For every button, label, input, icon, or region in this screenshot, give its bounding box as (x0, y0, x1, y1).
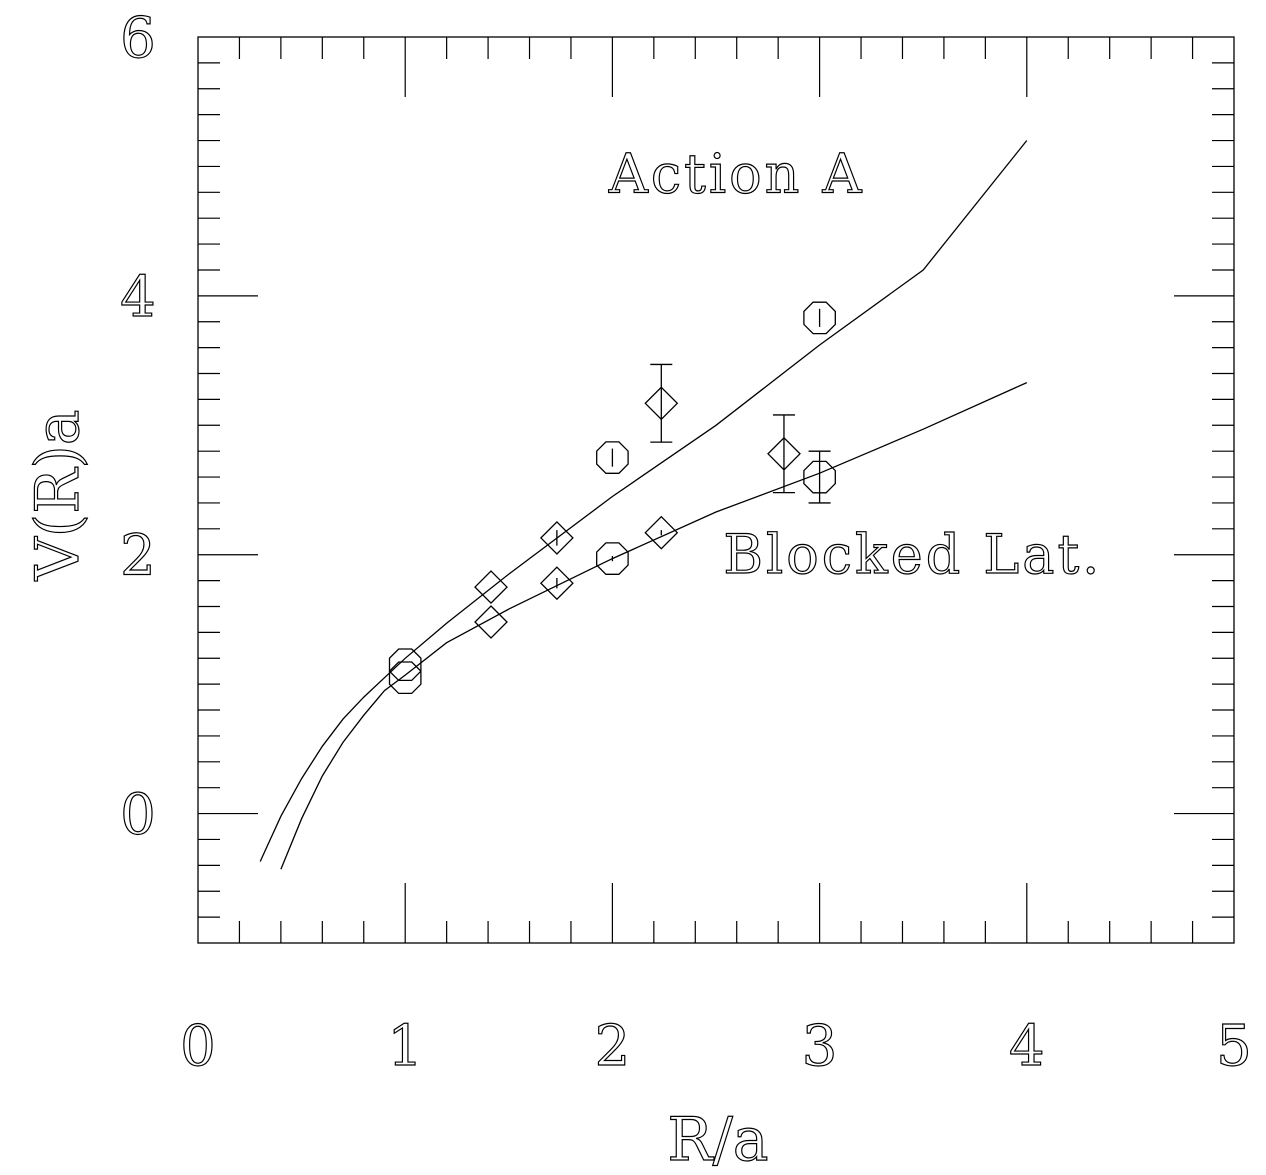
annotations: Action A Blocked Lat. (607, 142, 1102, 587)
fit-curve (280, 382, 1028, 870)
x-tick-label: 4 (1009, 1014, 1045, 1079)
y-tick-label: 6 (120, 6, 156, 71)
diamond-marker (474, 570, 508, 605)
tick-labels: 0 1 2 3 4 5 0 2 4 6 (120, 5, 1253, 1079)
diamond-marker (474, 605, 508, 639)
y-axis-label: V(R)a (23, 409, 93, 581)
x-tick-label: 5 (1216, 1014, 1252, 1079)
diamond-marker (539, 520, 574, 555)
axis-ticks (198, 37, 1234, 943)
octagon-marker (388, 648, 422, 682)
y-tick-label: 0 (120, 783, 156, 848)
plot-frame (197, 36, 1235, 944)
annotation-text: Blocked Lat. (723, 523, 1102, 586)
octagon-marker (596, 441, 629, 474)
octagon-marker (596, 542, 629, 575)
x-tick-label: 2 (595, 1014, 631, 1079)
x-tick-label: 0 (180, 1014, 216, 1079)
y-tick-label: 4 (120, 265, 156, 330)
diamond-marker (539, 566, 574, 601)
fit-curve (259, 140, 1028, 862)
diamond-marker (644, 515, 679, 550)
y-tick-label: 2 (120, 524, 156, 589)
x-tick-label: 1 (387, 1014, 423, 1079)
octagon-marker (388, 661, 422, 695)
x-axis-label: R/a (667, 1105, 768, 1175)
data-markers (388, 301, 836, 695)
x-tick-label: 3 (802, 1014, 838, 1079)
octagon-marker (803, 301, 836, 335)
fit-curves (259, 140, 1028, 870)
octagon-marker (803, 460, 836, 494)
annotation-text: Action A (608, 142, 865, 205)
